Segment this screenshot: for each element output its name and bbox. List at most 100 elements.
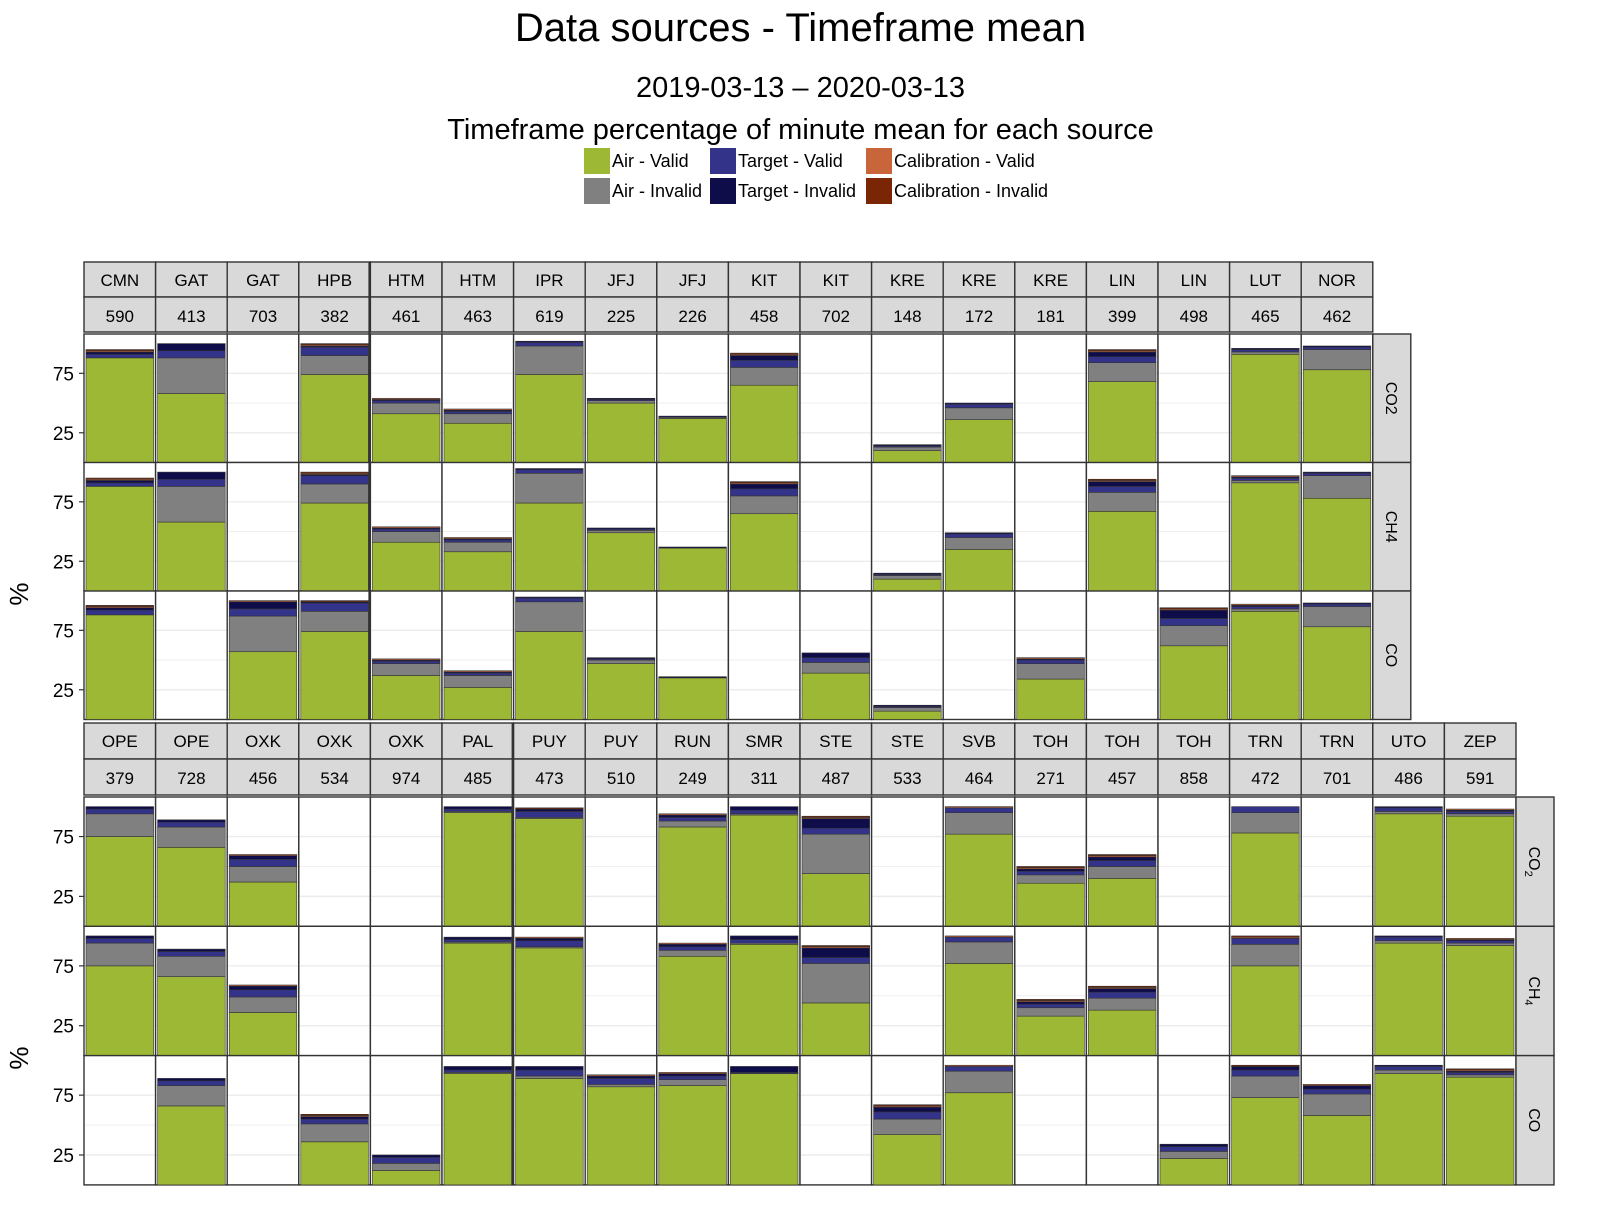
legend-label: Air - Invalid <box>612 180 703 201</box>
strip-header <box>727 758 801 796</box>
inlet-height-label: 457 <box>1108 769 1136 788</box>
row-label: CH4 <box>1382 511 1399 543</box>
stack-segment <box>300 475 369 485</box>
strip-header <box>154 758 228 796</box>
stack-segment <box>730 355 799 361</box>
stack-segment <box>1374 1069 1443 1074</box>
stack-segment <box>658 415 727 418</box>
strip-header <box>942 261 1016 298</box>
stack-segment <box>944 806 1014 809</box>
stack-segment <box>1302 602 1372 605</box>
stack-segment <box>372 413 441 463</box>
facet-panel <box>226 461 300 592</box>
stack-segment <box>658 946 727 951</box>
stack-segment <box>658 418 727 463</box>
stack-segment <box>586 400 656 404</box>
strip-header <box>1085 296 1159 333</box>
stack-segment <box>730 809 799 815</box>
row-strip <box>1372 590 1412 721</box>
stack-segment <box>658 944 727 948</box>
stack-segment <box>801 873 870 927</box>
site-label: LIN <box>1109 271 1135 290</box>
stack-segment <box>1446 940 1515 944</box>
stack-segment <box>1231 1066 1300 1071</box>
stack-segment <box>1016 1015 1085 1056</box>
facet-panel <box>298 796 372 928</box>
inlet-height-label: 702 <box>822 307 850 326</box>
legend-item: Calibration - Valid <box>866 147 1035 175</box>
stack-segment <box>1231 611 1300 720</box>
stack-segment <box>1231 354 1300 463</box>
stack-segment <box>1302 471 1372 474</box>
facet-panel <box>1300 796 1374 928</box>
stack-segment <box>1088 854 1157 856</box>
site-label: HTM <box>459 271 496 290</box>
stack-segment <box>944 532 1014 535</box>
strip-header <box>154 296 228 333</box>
stack-segment <box>586 1084 656 1088</box>
stack-segment <box>443 936 512 940</box>
stack-segment <box>1302 1093 1372 1116</box>
stack-segment <box>515 597 584 603</box>
stack-segment <box>1374 813 1443 927</box>
legend-label: Target - Invalid <box>738 180 857 201</box>
inlet-height-label: 379 <box>106 769 134 788</box>
stack-segment <box>1231 349 1300 353</box>
chart-title: Data sources - Timeframe mean <box>514 6 1087 50</box>
strip-header <box>1443 722 1517 760</box>
stack-segment <box>515 468 584 471</box>
stack-segment <box>1231 806 1300 813</box>
stack-segment <box>443 687 512 720</box>
site-label: KRE <box>1033 271 1068 290</box>
stack-segment <box>228 601 298 610</box>
stack-segment <box>658 676 727 679</box>
stack-segment <box>873 575 942 580</box>
site-label: PUY <box>532 732 567 751</box>
stack-segment <box>944 936 1014 943</box>
stack-segment <box>1088 356 1157 363</box>
stack-segment <box>586 532 656 592</box>
chart-subtitle-2: Timeframe percentage of minute mean for … <box>447 114 1154 146</box>
strip-header <box>512 722 586 760</box>
strip-header <box>942 722 1016 760</box>
legend-swatch <box>710 178 736 204</box>
stack-segment <box>515 340 584 343</box>
stack-segment <box>300 374 369 463</box>
stack-segment <box>157 478 226 487</box>
stack-segment <box>801 652 870 658</box>
stack-segment <box>515 345 584 375</box>
legend-swatch <box>584 148 610 174</box>
row-label: CH4 <box>1522 976 1542 1005</box>
stack-segment <box>586 1075 656 1079</box>
y-tick-label: 25 <box>53 887 74 908</box>
stack-segment <box>1446 811 1515 815</box>
strip-header <box>870 296 944 333</box>
site-label: OXK <box>245 732 282 751</box>
stack-segment <box>300 343 369 346</box>
strip-header <box>1300 261 1374 298</box>
stack-segment <box>1088 478 1157 481</box>
inlet-height-label: 382 <box>320 307 348 326</box>
facet-panel <box>369 925 443 1057</box>
stack-segment <box>1302 369 1372 463</box>
stack-segment <box>873 1134 942 1186</box>
inlet-height-label: 456 <box>249 769 277 788</box>
stack-segment <box>1446 1068 1515 1071</box>
stack-segment <box>300 355 369 375</box>
stack-segment <box>1302 497 1372 592</box>
strip-header <box>656 722 730 760</box>
stack-segment <box>1088 362 1157 382</box>
strip-header <box>1157 722 1231 760</box>
stack-segment <box>1302 606 1372 628</box>
inlet-height-label: 399 <box>1108 307 1136 326</box>
facet-panel <box>226 1054 300 1186</box>
stack-segment <box>300 502 369 592</box>
stack-segment <box>228 1012 298 1056</box>
inlet-height-label: 590 <box>106 307 134 326</box>
stack-segment <box>1231 935 1300 938</box>
stack-segment <box>801 818 870 829</box>
stack-segment <box>443 413 512 424</box>
stack-segment <box>300 471 369 474</box>
stack-segment <box>515 342 584 347</box>
stack-segment <box>1231 351 1300 355</box>
